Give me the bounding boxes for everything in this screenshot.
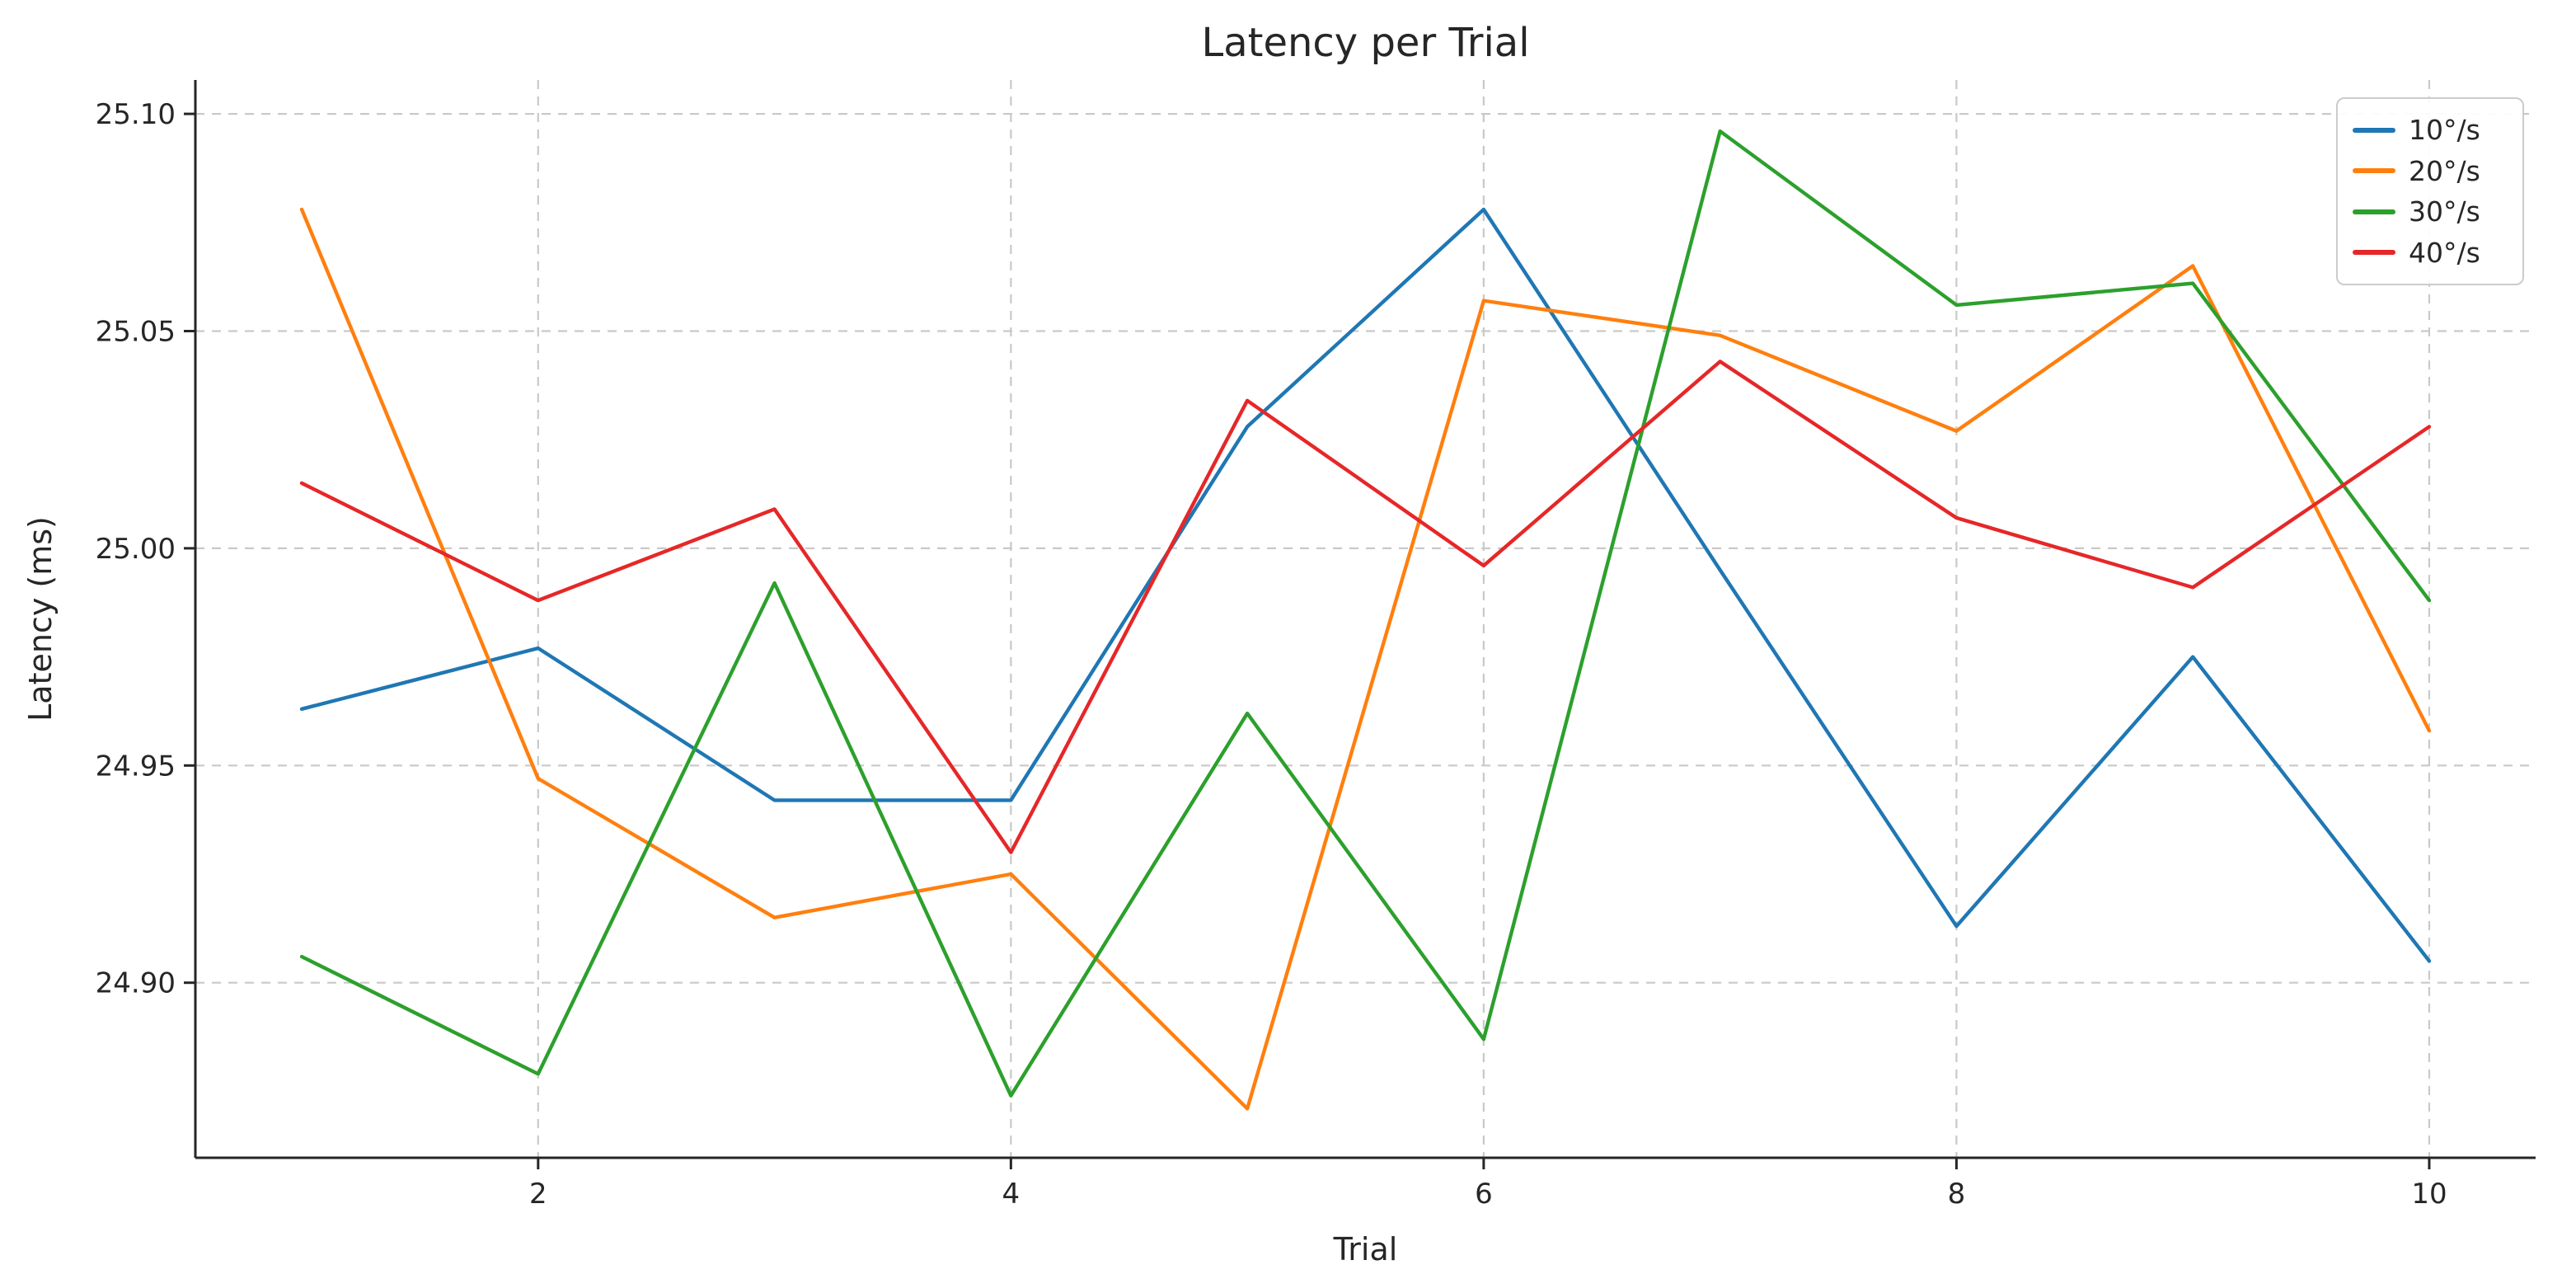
legend-item-40-s: 40°/s [2353,237,2508,269]
legend-item-20-s: 20°/s [2353,155,2508,187]
y-tick-label: 24.95 [96,750,176,783]
y-tick-label: 24.90 [96,967,176,1000]
tick-labels: 2 4 6 8 10 24.90 24.95 25.00 25.05 25.10 [96,98,2447,1211]
x-tick-label: 6 [1475,1178,1493,1211]
series-line-30-s [299,129,2432,1098]
y-axis-label: Latency (ms) [22,516,59,722]
data-series [299,129,2432,1111]
legend-swatch [2353,250,2395,256]
axes-spines [194,80,2536,1159]
series-line-20-s [299,207,2432,1111]
legend-label: 40°/s [2409,236,2480,269]
legend-label: 30°/s [2409,195,2480,228]
y-tick-label: 25.05 [96,315,176,348]
axis-ticks [184,112,2431,1169]
legend-swatch [2353,168,2395,174]
chart-title: Latency per Trial [1201,20,1529,66]
legend-item-30-s: 30°/s [2353,195,2508,228]
x-axis-label: Trial [1333,1231,1398,1267]
legend-label: 10°/s [2409,114,2480,147]
series-line-10-s [299,207,2432,963]
x-tick-label: 4 [1002,1178,1021,1211]
y-tick-label: 25.00 [96,533,176,566]
legend-label: 20°/s [2409,154,2480,187]
x-tick-label: 2 [529,1178,547,1211]
y-tick-label: 25.10 [96,98,176,131]
legend-swatch [2353,127,2395,133]
series-line-40-s [299,360,2432,854]
legend-item-10-s: 10°/s [2353,114,2508,146]
x-tick-label: 10 [2411,1178,2447,1211]
x-tick-label: 8 [1948,1178,1966,1211]
legend-swatch [2353,209,2395,214]
legend: 10°/s 20°/s 30°/s 40°/s [2336,97,2524,285]
gridlines [195,80,2536,1158]
